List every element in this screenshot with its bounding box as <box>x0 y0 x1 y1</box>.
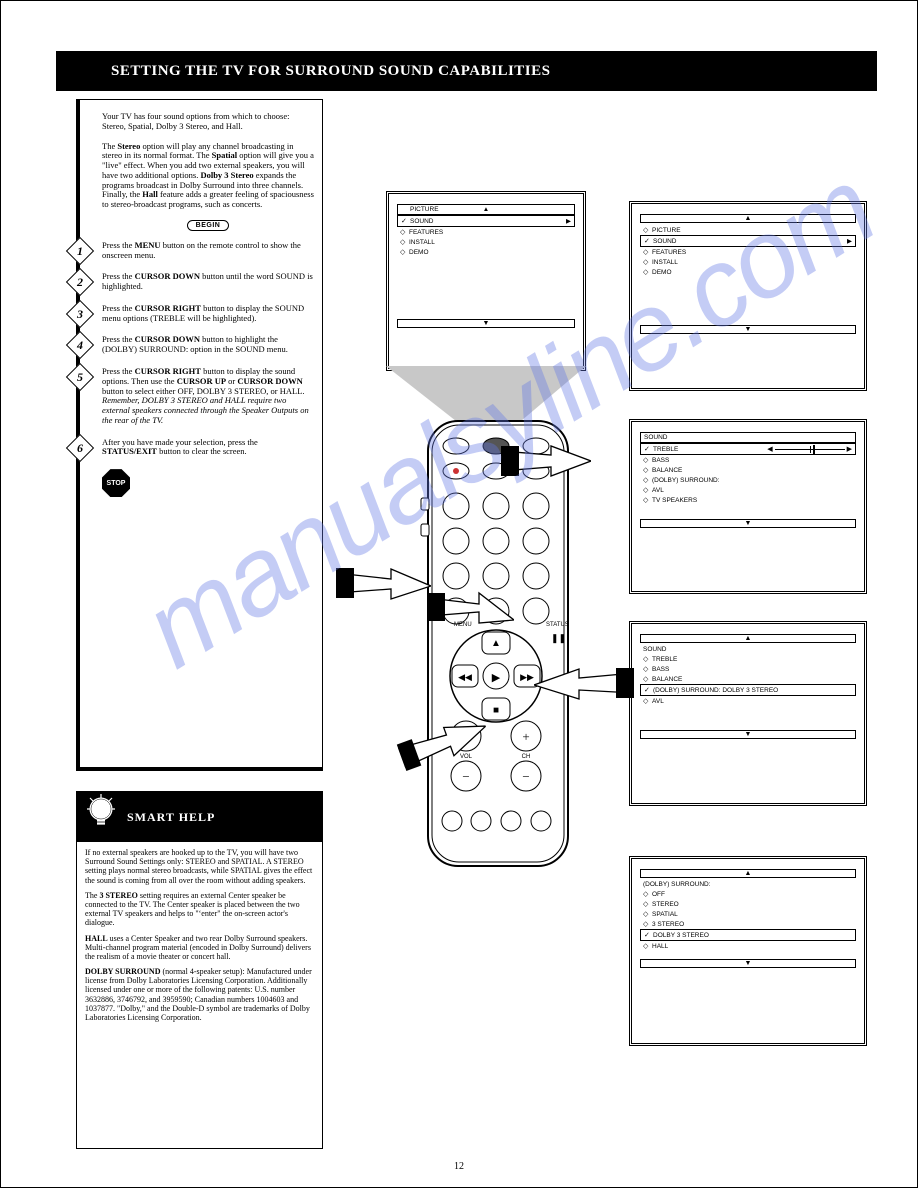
smart-help-body: If no external speakers are hooked up to… <box>77 842 322 1034</box>
begin-badge: BEGIN <box>187 220 230 231</box>
osd-menu-item: ◇BASS <box>640 455 856 465</box>
intro-para-2: The Stereo option will play any channel … <box>102 142 314 210</box>
page-number: 12 <box>454 1161 464 1172</box>
hand-pointer-icon <box>501 441 591 481</box>
osd-sound-menu: SOUND ✓TREBLE◀▶◇BASS◇BALANCE◇(DOLBY) SUR… <box>629 419 867 594</box>
osd-menu-item: ◇DEMO <box>640 267 856 277</box>
svg-text:◀◀: ◀◀ <box>458 672 472 682</box>
osd-surround-options: ▲ (DOLBY) SURROUND: ◇OFF◇STEREO◇SPATIAL◇… <box>629 856 867 1046</box>
section-title: SETTING THE TV FOR SURROUND SOUND CAPABI… <box>111 63 551 80</box>
osd-menu-item: ◇SPATIAL <box>640 909 856 919</box>
osd-menu-item: ◇HALL <box>640 941 856 951</box>
osd-menu-item: ◇3 STEREO <box>640 919 856 929</box>
osd-menu-item: ◇OFF <box>640 889 856 899</box>
svg-text:STATUS: STATUS <box>546 622 569 628</box>
osd-menu-item: ✓SOUND▶ <box>397 215 575 227</box>
svg-text:❚❚: ❚❚ <box>551 633 566 644</box>
svg-text:▶▶: ▶▶ <box>520 672 534 682</box>
instructions-panel: Your TV has four sound options from whic… <box>76 99 323 771</box>
osd-menu-item: ◇INSTALL <box>640 257 856 267</box>
intro-para-1: Your TV has four sound options from whic… <box>102 112 314 132</box>
help-p4: DOLBY SURROUND (normal 4-speaker setup):… <box>85 967 314 1022</box>
osd-up-arrow: ▲ <box>640 634 856 643</box>
step-2: 2 Press the CURSOR DOWN button until the… <box>102 272 314 292</box>
smart-help-panel: SMART HELP If no external speakers are h… <box>76 791 323 1149</box>
osd-menu-item: ✓SOUND▶ <box>640 235 856 247</box>
remote-control-illustration: ▲ ■ ◀◀ ▶▶ ▶ ❚❚ MENU STATUS + + − − VOL C… <box>396 416 601 876</box>
help-p3: HALL uses a Center Speaker and two rear … <box>85 934 314 962</box>
osd-menu-item: ◇(DOLBY) SURROUND: <box>640 475 856 485</box>
step-5: 5 Press the CURSOR RIGHT button to displ… <box>102 367 314 426</box>
osd-down-arrow: ▼ <box>640 730 856 739</box>
svg-text:CH: CH <box>522 754 531 760</box>
smart-help-header: SMART HELP <box>77 792 322 842</box>
hand-pointer-icon <box>336 561 431 601</box>
hand-pointer-icon <box>429 588 514 628</box>
osd-menu-item: ◇TREBLE <box>640 654 856 664</box>
help-p1: If no external speakers are hooked up to… <box>85 848 314 885</box>
svg-text:−: − <box>462 769 469 784</box>
svg-text:+: + <box>522 729 529 744</box>
osd-down-arrow: ▼ <box>640 519 856 528</box>
svg-text:■: ■ <box>493 705 499 716</box>
help-p2: The 3 STEREO setting requires an externa… <box>85 891 314 928</box>
svg-text:▲: ▲ <box>491 638 501 649</box>
svg-text:▶: ▶ <box>492 672 501 684</box>
osd-menu-item: ◇TV SPEAKERS <box>640 495 856 505</box>
stop-badge: STOP <box>102 469 130 497</box>
osd-up-arrow: ▲ <box>640 214 856 223</box>
manual-page: manualsyline.com SETTING THE TV FOR SURR… <box>0 0 918 1188</box>
osd-menu-item: PICTURE▲ <box>397 204 575 215</box>
osd-menu-item: ◇STEREO <box>640 899 856 909</box>
osd-menu-item: ◇FEATURES <box>397 227 575 237</box>
step-6: 6 After you have made your selection, pr… <box>102 438 314 458</box>
osd-main-menu-1: PICTURE▲✓SOUND▶◇FEATURES◇INSTALL◇DEMO ▼ <box>386 191 586 371</box>
osd-menu-item: ◇FEATURES <box>640 247 856 257</box>
osd-menu-item: ✓(DOLBY) SURROUND: DOLBY 3 STEREO <box>640 684 856 696</box>
step-3: 3 Press the CURSOR RIGHT button to displ… <box>102 304 314 324</box>
hand-pointer-icon <box>534 663 634 703</box>
svg-text:−: − <box>522 769 529 784</box>
osd-title-row: (DOLBY) SURROUND: <box>640 880 856 889</box>
osd-menu-item: ◇PICTURE <box>640 225 856 235</box>
osd-down-arrow: ▼ <box>640 959 856 968</box>
section-header: SETTING THE TV FOR SURROUND SOUND CAPABI… <box>56 51 877 91</box>
osd-title-row: SOUND <box>640 645 856 654</box>
osd-main-menu-2: ▲ ◇PICTURE✓SOUND▶◇FEATURES◇INSTALL◇DEMO … <box>629 201 867 391</box>
osd-menu-item: ✓TREBLE◀▶ <box>640 443 856 455</box>
osd-title-row: SOUND <box>640 432 856 443</box>
osd-menu-item: ◇AVL <box>640 485 856 495</box>
osd-down-arrow: ▼ <box>397 319 575 328</box>
osd-sound-surround: ▲ SOUND ◇TREBLE◇BASS◇BALANCE✓(DOLBY) SUR… <box>629 621 867 806</box>
osd-menu-item: ◇BALANCE <box>640 465 856 475</box>
osd-menu-item: ✓DOLBY 3 STEREO <box>640 929 856 941</box>
step-1: 1 Press the MENU button on the remote co… <box>102 241 314 261</box>
osd-down-arrow: ▼ <box>640 325 856 334</box>
osd-menu-item: ◇DEMO <box>397 247 575 257</box>
osd-menu-item: ◇INSTALL <box>397 237 575 247</box>
lightbulb-icon <box>87 794 115 836</box>
osd-menu-item: ◇BALANCE <box>640 674 856 684</box>
step-4: 4 Press the CURSOR DOWN button to highli… <box>102 335 314 355</box>
osd-menu-item: ◇BASS <box>640 664 856 674</box>
osd-up-arrow: ▲ <box>640 869 856 878</box>
osd-menu-item: ◇AVL <box>640 696 856 706</box>
